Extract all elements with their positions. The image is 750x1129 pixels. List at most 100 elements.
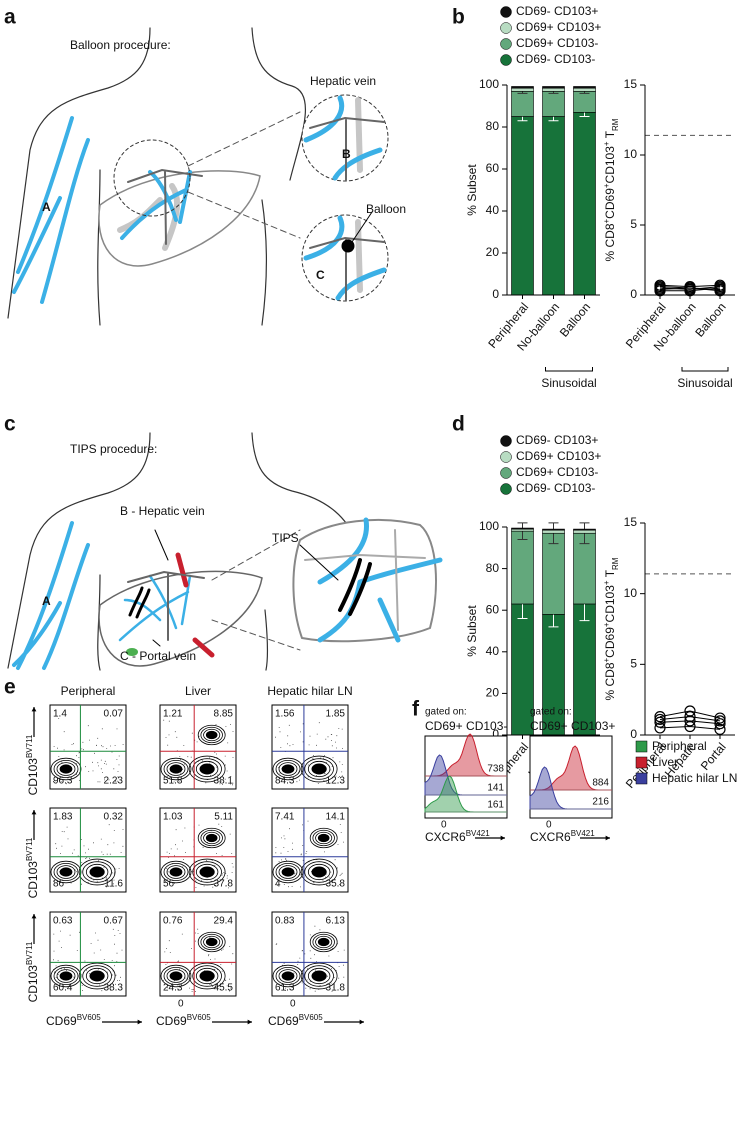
bar-segment — [573, 112, 596, 296]
legend-swatch — [635, 772, 648, 785]
y-axis-label-part: CD103 — [26, 758, 40, 796]
contour — [317, 937, 330, 947]
contour — [275, 863, 301, 882]
mfi-value: 216 — [592, 797, 609, 808]
series-line — [659, 710, 721, 719]
point — [654, 711, 666, 723]
quadrant-value: 86 — [53, 879, 65, 890]
contour — [281, 971, 295, 981]
contour — [188, 755, 226, 783]
quadrant-value: 6.13 — [326, 916, 346, 927]
legend-swatch — [500, 54, 512, 66]
point — [654, 283, 666, 295]
quadrant-value: 24.3 — [163, 983, 183, 994]
y-axis-label-part: CD103 — [26, 965, 40, 1003]
body-outline — [7, 432, 356, 671]
quadrant-value: 0.07 — [104, 709, 124, 720]
contour — [307, 967, 331, 985]
bar-segment — [511, 530, 534, 605]
y-axis-label: % Subset — [465, 605, 479, 657]
quadrant-value: 11.6 — [104, 879, 123, 890]
contour — [203, 728, 221, 742]
x-axis-label-part: CD69 — [156, 1014, 187, 1028]
contour — [275, 967, 301, 986]
contour — [300, 755, 338, 783]
y-axis-label-part: T — [603, 130, 617, 141]
contour — [200, 726, 223, 744]
contour — [278, 969, 298, 983]
contour — [278, 865, 298, 879]
legend-label: CD69+ CD103+ — [516, 449, 601, 463]
y-tick-label: 40 — [486, 203, 500, 217]
quadrant-value: 96.3 — [53, 776, 73, 787]
contour — [205, 730, 218, 740]
column-header: Peripheral — [61, 684, 116, 698]
y-axis-label-part: CD103 — [603, 146, 617, 184]
quadrant-value: 51.8 — [163, 776, 183, 787]
bar-segment — [511, 528, 534, 532]
bar-segment — [573, 528, 596, 531]
point — [714, 723, 726, 735]
diagram-label: B — [342, 147, 351, 161]
y-axis-label-part: CD69 — [603, 188, 617, 219]
contour — [192, 861, 222, 883]
quadrant-value: 1.21 — [163, 709, 183, 720]
point — [684, 282, 696, 294]
bar-segment — [542, 529, 565, 534]
contour — [304, 758, 334, 780]
legend-label: Peripheral — [652, 739, 707, 753]
contour — [197, 724, 226, 746]
y-tick-label: 10 — [624, 586, 638, 600]
y-axis-label-part: + — [602, 580, 611, 585]
panel-letter: a — [4, 6, 16, 29]
zoom-lines — [187, 111, 301, 239]
contour — [160, 757, 192, 781]
bar-segment — [573, 86, 596, 89]
point — [714, 712, 726, 724]
mfi-value: 161 — [487, 800, 504, 811]
arrow-head — [137, 1019, 142, 1025]
y-tick-label: 100 — [479, 77, 499, 91]
quadrant-value: 1.4 — [53, 709, 67, 720]
contour — [278, 762, 298, 776]
x-axis-label-part: CXCR6 — [530, 830, 571, 844]
procedure-title: Balloon procedure: — [70, 38, 171, 52]
bar-segment — [511, 91, 534, 117]
contour — [197, 931, 226, 953]
plot-frame — [424, 735, 508, 819]
contour — [307, 760, 331, 778]
label-pointer — [299, 544, 339, 581]
contour — [82, 965, 112, 987]
y-axis-label-part: BV711 — [25, 837, 34, 861]
bar-segment — [542, 528, 565, 531]
contour — [50, 964, 82, 988]
y-tick-label: 80 — [486, 119, 500, 133]
mfi-value: 738 — [487, 764, 504, 775]
y-tick-label: 0 — [492, 287, 499, 301]
x-axis-label: CD69BV605 — [268, 1013, 323, 1029]
contour — [53, 760, 79, 779]
x-axis-label: CD69BV605 — [46, 1013, 101, 1029]
balloon — [341, 239, 355, 253]
legend-label: CD69- CD103+ — [516, 433, 598, 447]
panel-letter: c — [4, 413, 16, 436]
contour — [195, 967, 219, 985]
axis-zero: 0 — [178, 999, 184, 1010]
diagram-label: Balloon — [366, 202, 406, 216]
arrow-head — [31, 707, 37, 712]
quadrant-value: 14.1 — [326, 812, 346, 823]
arm-veins — [12, 116, 90, 304]
bar-segment — [573, 529, 596, 534]
legend-swatch — [500, 483, 512, 495]
legend-label: CD69- CD103- — [516, 481, 595, 495]
quadrant-value: 5.11 — [214, 812, 233, 823]
zoom-vessels — [355, 97, 363, 293]
panel-letter: f — [412, 698, 420, 721]
y-axis-label: % CD8+CD69+CD103+ TRM — [602, 118, 620, 261]
contour — [163, 760, 189, 779]
mfi-value: 141 — [487, 783, 504, 794]
contour — [272, 860, 304, 884]
contour — [275, 760, 301, 779]
contour — [166, 865, 186, 879]
contour — [163, 863, 189, 882]
